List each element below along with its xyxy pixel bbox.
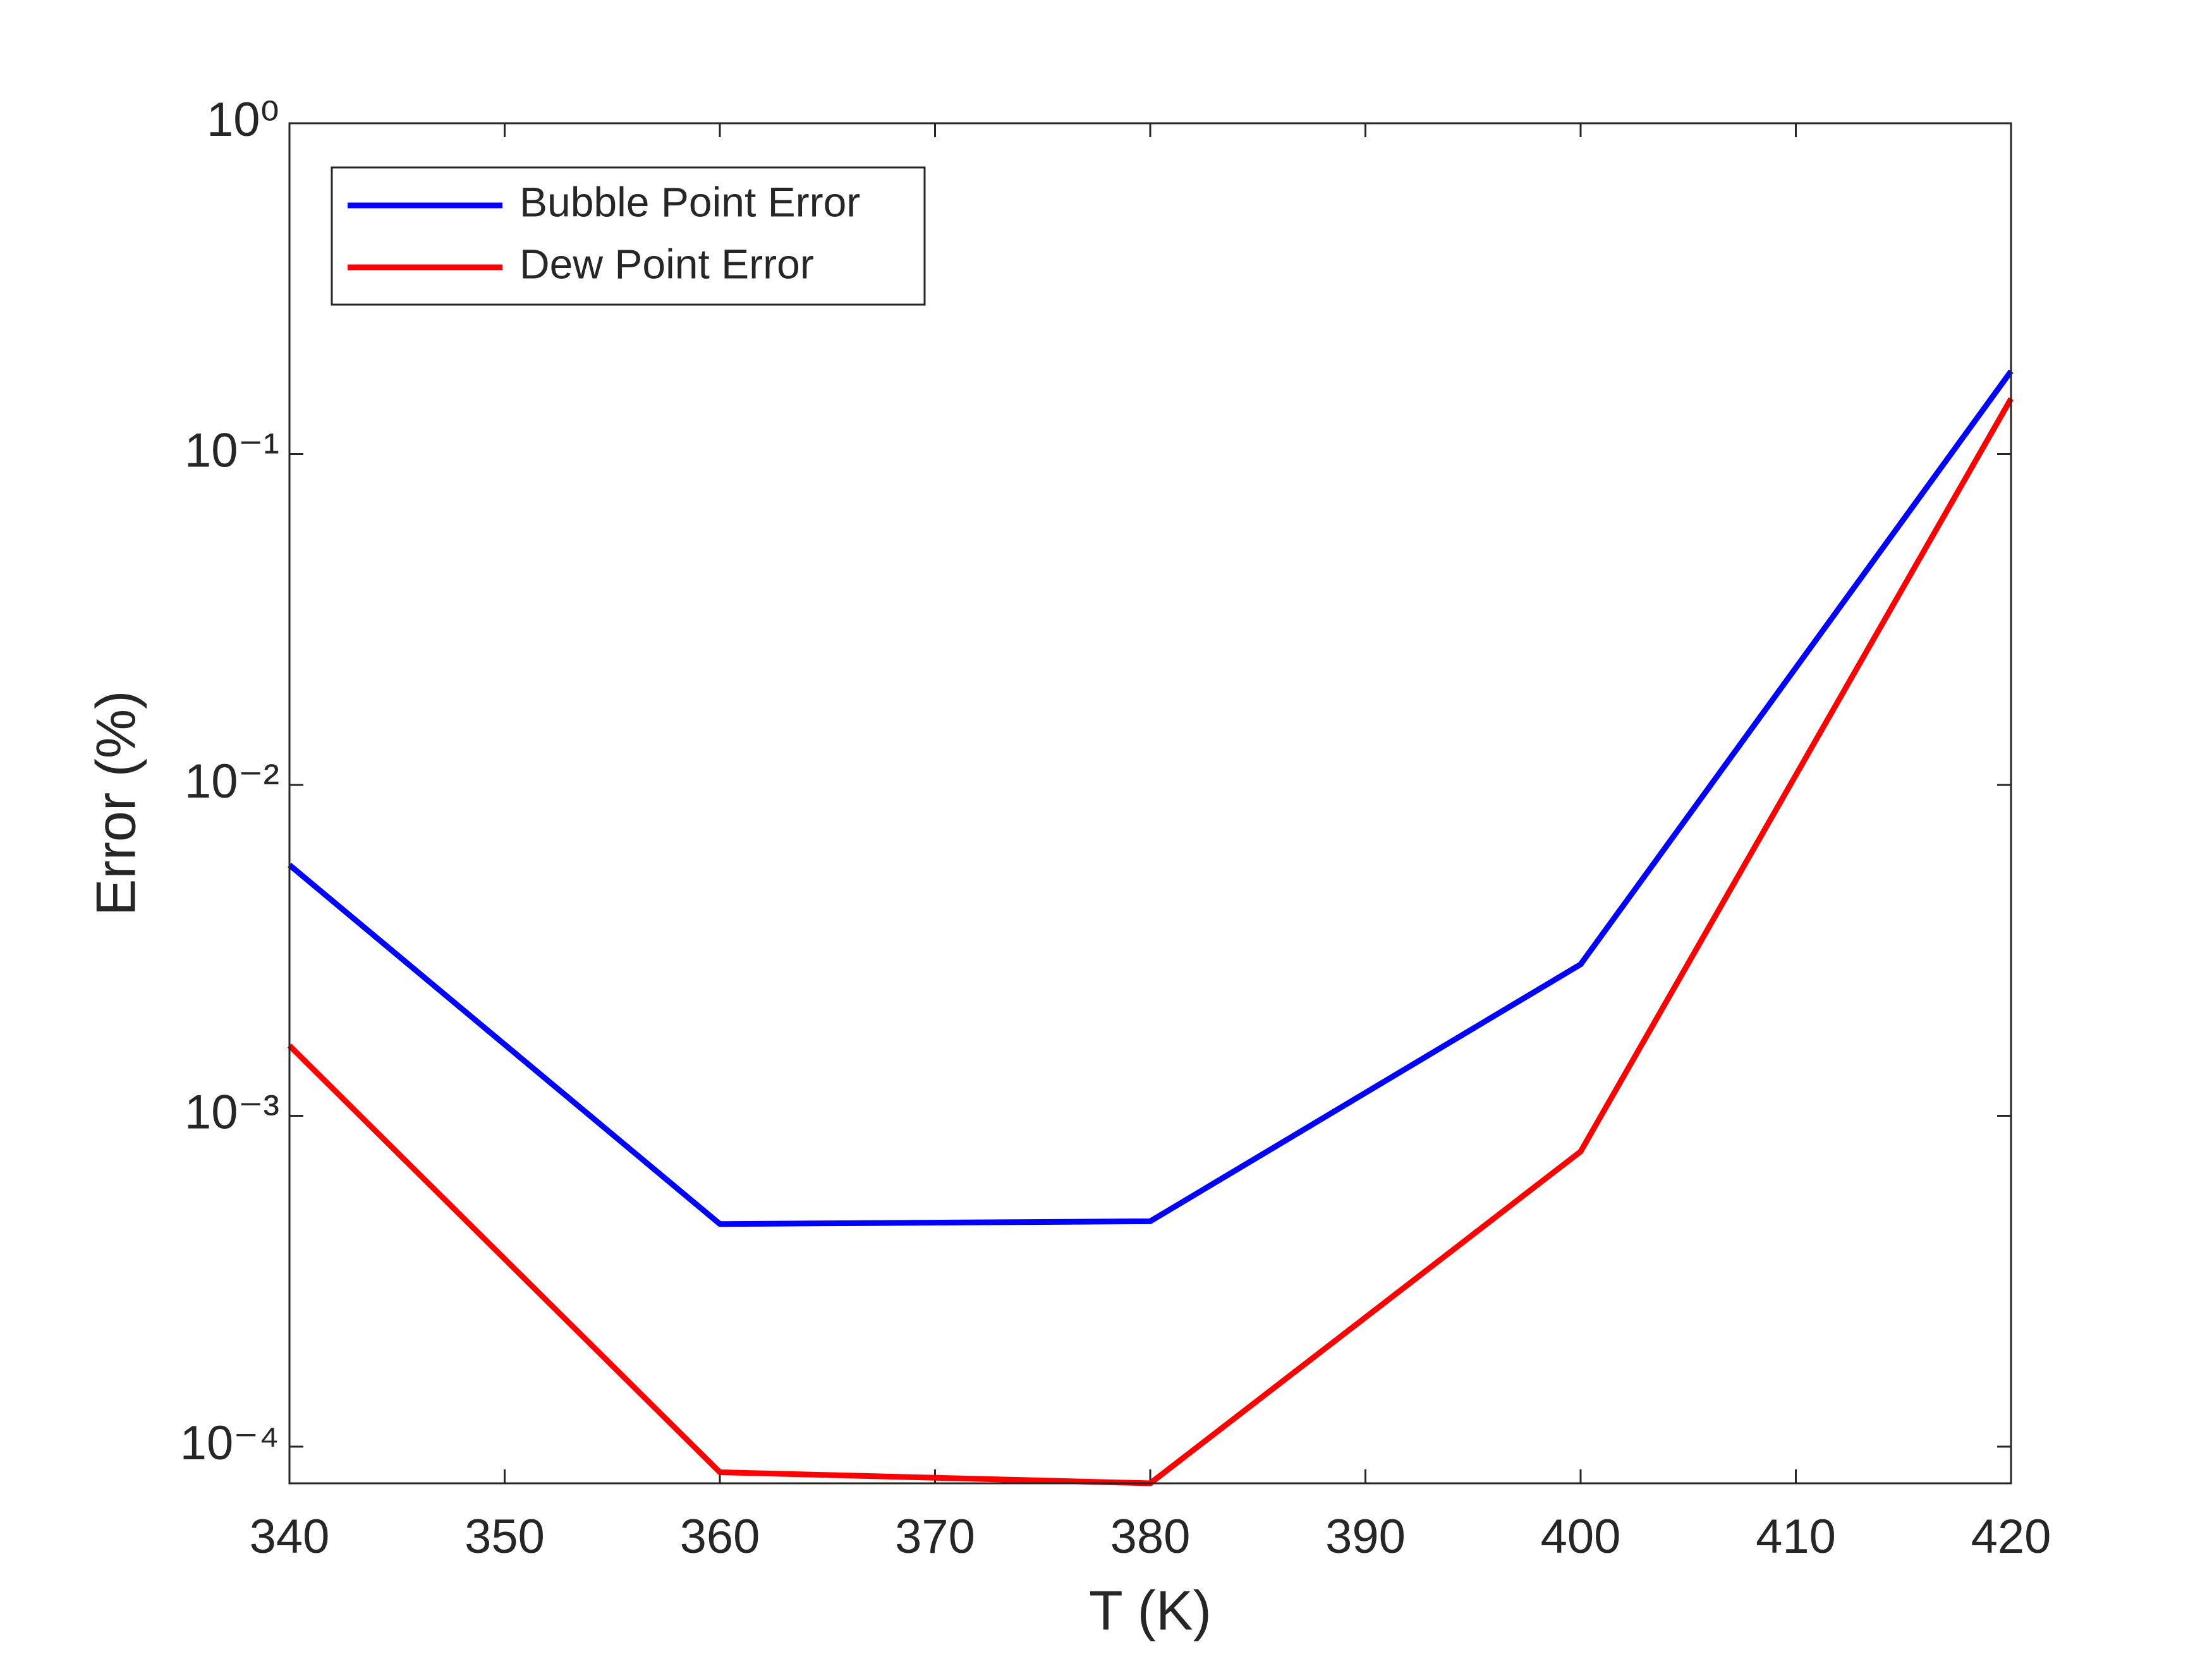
x-tick-label: 360 [680,1510,760,1564]
y-axis-label: Error (%) [84,691,147,916]
x-tick-label: 370 [895,1510,975,1564]
x-tick-label: 350 [465,1510,545,1564]
y-tick-label: 10⁻³ [185,1086,279,1139]
legend-label: Bubble Point Error [520,178,860,225]
x-tick-label: 400 [1541,1510,1621,1564]
x-tick-label: 340 [250,1510,330,1564]
legend-box [331,166,926,306]
y-tick-label: 10⁻¹ [185,424,279,478]
x-tick-label: 380 [1110,1510,1191,1564]
y-tick-label: 10⁻² [185,755,279,808]
plot-frame [288,122,2012,1485]
x-tick-label: 390 [1325,1510,1406,1564]
legend-label: Dew Point Error [520,240,814,287]
x-axis-label: T (K) [1089,1579,1212,1641]
x-tick-label: 410 [1756,1510,1836,1564]
x-tick-label: 420 [1971,1510,2051,1564]
data-line [288,369,2014,1227]
y-tick-label: 10⁰ [207,93,279,147]
y-tick-label: 10⁻⁴ [180,1416,279,1470]
